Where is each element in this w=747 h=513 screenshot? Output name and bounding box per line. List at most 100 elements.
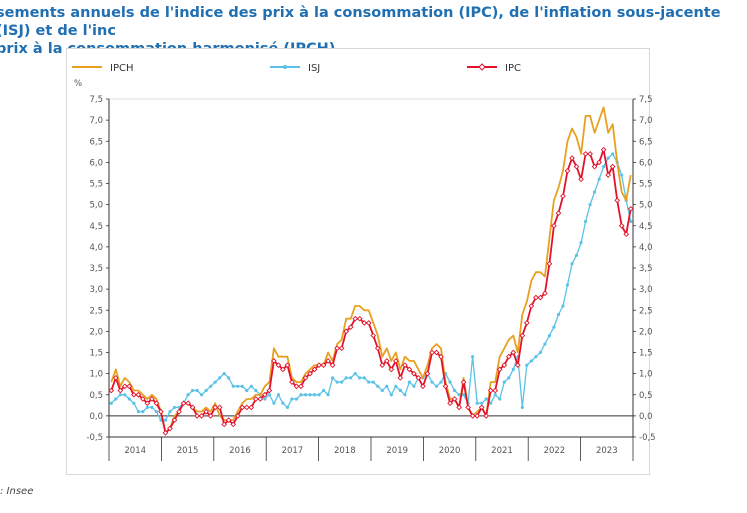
- y-tick-label-right: 2,5: [639, 306, 653, 316]
- point-ipc: [501, 362, 508, 369]
- point-isj: [236, 384, 240, 388]
- point-isj: [502, 380, 506, 384]
- point-isj: [353, 372, 357, 376]
- legend-marker-ipc: [478, 63, 486, 71]
- point-isj: [141, 410, 145, 414]
- point-isj: [498, 397, 502, 401]
- point-isj: [186, 393, 190, 397]
- point-ipc: [573, 163, 580, 170]
- point-ipc: [519, 332, 526, 339]
- y-tick-label-right: 5,5: [639, 180, 653, 190]
- point-ipc: [487, 387, 494, 394]
- point-ipc: [316, 362, 322, 369]
- point-ipc: [207, 413, 214, 419]
- point-isj: [290, 397, 294, 401]
- point-isj: [561, 304, 565, 308]
- source-note: : Insee: [0, 486, 34, 497]
- point-isj: [389, 393, 393, 397]
- y-tick-label-left: 4,0: [89, 243, 103, 253]
- point-isj: [299, 393, 303, 397]
- point-ipc: [320, 362, 327, 369]
- point-ipc: [469, 413, 476, 419]
- point-isj: [380, 388, 384, 393]
- point-isj: [412, 384, 416, 388]
- y-tick-label-right: 7,5: [639, 95, 653, 105]
- point-isj: [154, 410, 159, 414]
- point-isj: [620, 173, 624, 177]
- point-ipc: [185, 400, 191, 407]
- point-isj: [227, 376, 231, 380]
- chart-frame: [66, 48, 650, 475]
- y-tick-label-left: -0,5: [86, 433, 103, 443]
- point-isj: [597, 177, 601, 181]
- point-isj: [529, 359, 533, 363]
- y-tick-label-left: 7,5: [89, 95, 103, 105]
- point-isj: [317, 393, 321, 397]
- point-isj: [358, 376, 362, 380]
- legend-marker-isj: [283, 65, 287, 69]
- point-isj: [172, 405, 177, 410]
- point-ipc: [352, 315, 359, 322]
- y-tick-label-right: 5,0: [639, 201, 653, 211]
- point-ipc: [514, 362, 521, 369]
- point-ipc: [569, 155, 575, 161]
- x-tick-label: 2023: [596, 446, 618, 456]
- chart-title: sements annuels de l'indice des prix à l…: [0, 5, 721, 57]
- point-isj: [303, 393, 308, 397]
- point-isj: [267, 393, 271, 397]
- point-isj: [606, 156, 610, 160]
- point-ipc: [447, 400, 453, 407]
- point-ipc: [623, 231, 630, 238]
- point-isj: [448, 380, 452, 384]
- point-isj: [385, 384, 389, 388]
- y-tick-label-left: 0,0: [89, 412, 103, 422]
- y-tick-label-right: 0,5: [639, 391, 653, 401]
- point-ipc: [388, 366, 395, 373]
- point-ipc: [537, 294, 544, 301]
- point-ipc: [415, 375, 422, 381]
- point-ipc: [546, 260, 553, 267]
- point-isj: [570, 262, 574, 266]
- point-ipc: [492, 387, 499, 394]
- y-unit-label: %: [74, 79, 82, 89]
- legend-label-isj: ISJ: [308, 63, 320, 74]
- legend-label-ipc: IPC: [505, 63, 521, 74]
- point-isj: [231, 384, 235, 388]
- y-tick-label-left: 2,5: [89, 306, 103, 316]
- point-ipc: [578, 176, 584, 183]
- point-isj: [629, 219, 633, 224]
- y-tick-label-right: 2,0: [639, 327, 653, 337]
- point-ipc: [117, 387, 124, 394]
- point-ipc: [379, 362, 386, 369]
- point-ipc: [600, 146, 607, 153]
- point-ipc: [153, 400, 160, 407]
- y-tick-label-left: 5,5: [89, 180, 103, 190]
- point-ipc: [262, 391, 268, 398]
- point-ipc: [162, 429, 169, 436]
- y-tick-label-left: 1,0: [89, 370, 103, 380]
- point-isj: [565, 283, 570, 287]
- point-ipc: [311, 366, 318, 373]
- point-isj: [457, 393, 461, 397]
- point-ipc: [347, 324, 354, 330]
- point-ipc: [167, 425, 173, 432]
- point-isj: [326, 393, 330, 397]
- point-isj: [552, 325, 556, 329]
- point-ipc: [411, 370, 417, 377]
- point-isj: [511, 367, 515, 371]
- y-tick-label-right: 6,0: [639, 158, 653, 168]
- point-ipc: [365, 320, 372, 326]
- point-ipc: [180, 400, 187, 407]
- series-line-ipc: [110, 148, 632, 434]
- y-tick-label-right: 4,5: [639, 222, 653, 232]
- x-tick-label: 2022: [544, 446, 566, 456]
- legend-label-ipch: IPCH: [110, 63, 133, 74]
- point-isj: [132, 401, 136, 405]
- point-isj: [127, 397, 131, 401]
- point-ipc: [528, 303, 535, 309]
- point-isj: [484, 397, 488, 401]
- point-isj: [168, 410, 172, 414]
- point-ipc: [614, 197, 621, 204]
- point-isj: [507, 376, 511, 380]
